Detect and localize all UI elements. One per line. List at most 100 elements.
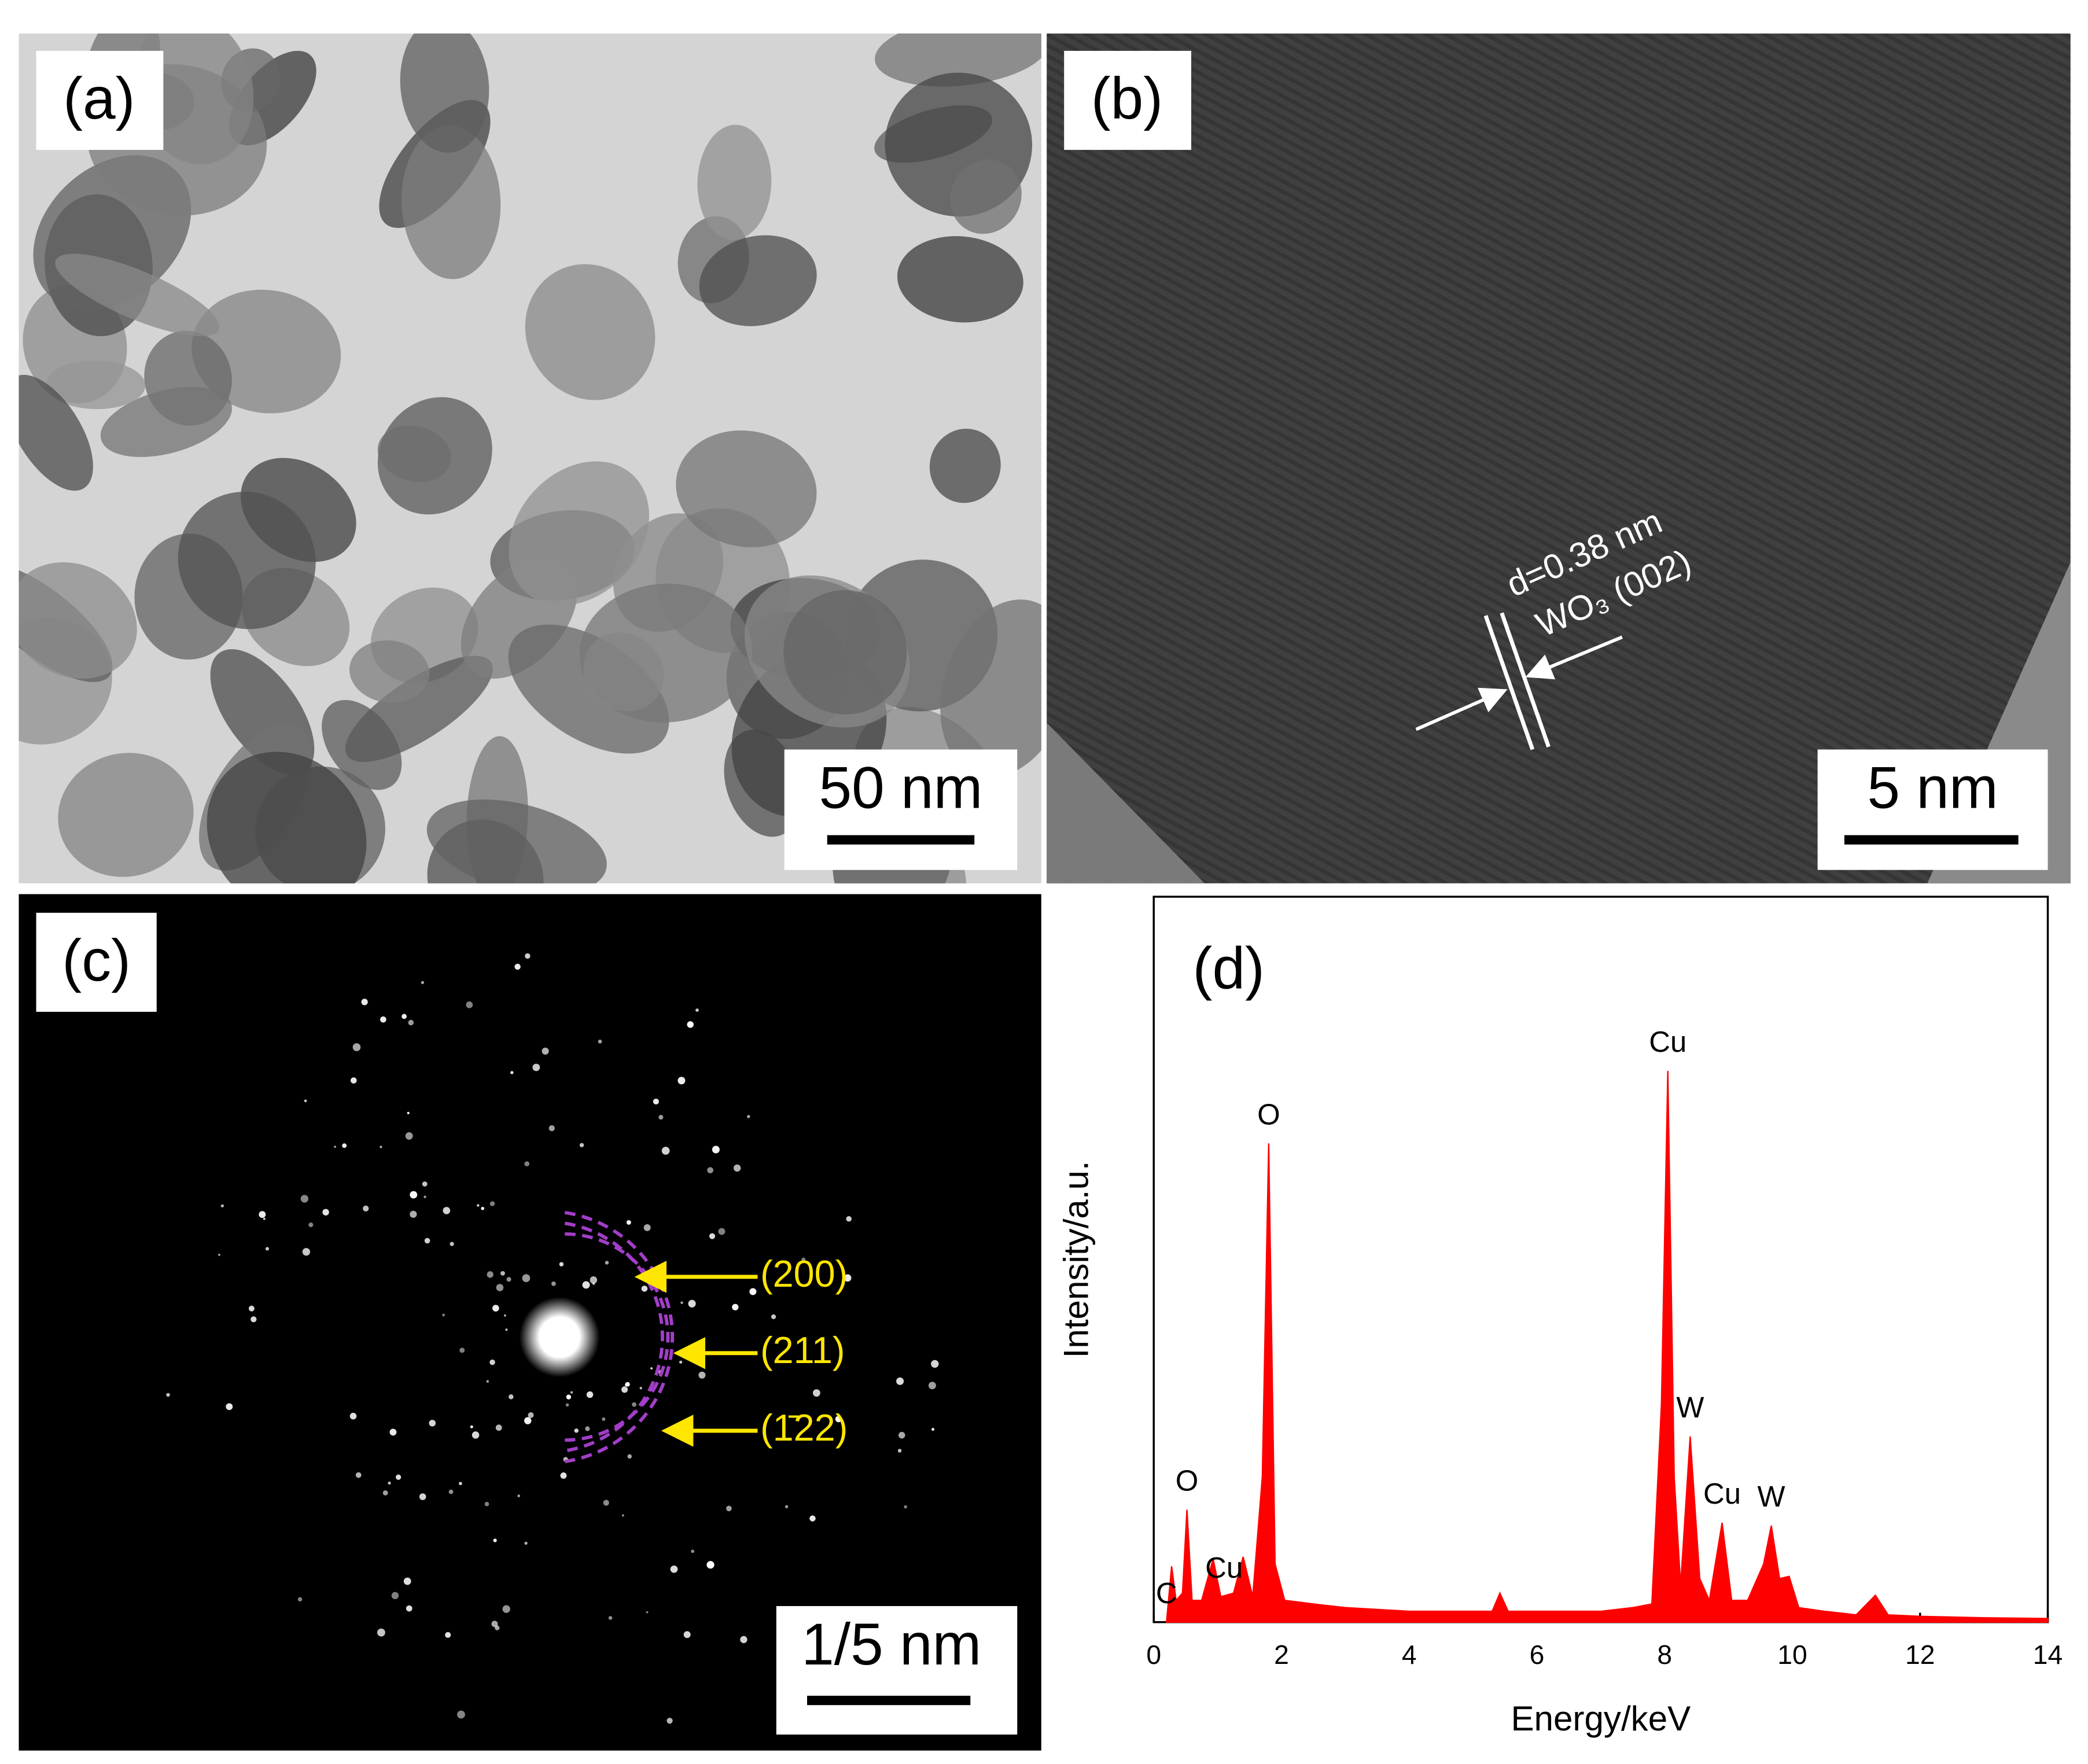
diffraction-spot bbox=[670, 1565, 678, 1573]
ring-arcs bbox=[564, 1211, 674, 1464]
diffraction-spot bbox=[380, 1146, 382, 1148]
diffraction-spot bbox=[506, 1277, 511, 1282]
diffraction-spot bbox=[524, 1161, 530, 1166]
diffraction-spot bbox=[251, 1316, 257, 1323]
diffraction-spot bbox=[621, 1386, 628, 1393]
diffraction-spot bbox=[492, 1305, 499, 1312]
peak-label: Cu bbox=[1703, 1477, 1741, 1510]
diffraction-spot bbox=[486, 1380, 489, 1383]
diffraction-spot bbox=[220, 1204, 224, 1207]
diffraction-spot bbox=[641, 1286, 648, 1292]
diffraction-spot bbox=[450, 1242, 454, 1246]
particle bbox=[19, 374, 93, 491]
diffraction-spot bbox=[514, 963, 521, 970]
panel-label: (c) bbox=[62, 927, 131, 993]
diffraction-spot bbox=[502, 1605, 510, 1613]
diffraction-spot bbox=[226, 1403, 233, 1411]
diffraction-spot bbox=[388, 1481, 391, 1485]
diffraction-spot bbox=[363, 1205, 369, 1211]
particle bbox=[583, 632, 664, 712]
diffraction-spot bbox=[579, 1143, 584, 1148]
diffraction-spot bbox=[487, 1271, 494, 1278]
x-tick-label: 4 bbox=[1402, 1640, 1417, 1670]
diffraction-spot bbox=[382, 1490, 388, 1496]
particle bbox=[676, 430, 817, 548]
diffraction-spot bbox=[297, 1597, 303, 1602]
diffraction-spot bbox=[491, 1621, 498, 1627]
particle bbox=[178, 491, 316, 629]
diffraction-spot bbox=[603, 1500, 609, 1506]
particle bbox=[19, 562, 137, 679]
diffraction-spot bbox=[355, 1472, 362, 1478]
diffraction-spot bbox=[844, 1274, 852, 1282]
diffraction-spot bbox=[424, 1195, 426, 1198]
particle bbox=[400, 33, 489, 153]
diffraction-spot bbox=[646, 1611, 649, 1614]
diffraction-spot bbox=[707, 1167, 713, 1173]
diffraction-spot bbox=[522, 1274, 531, 1283]
diffraction-spot bbox=[801, 1257, 806, 1262]
diffraction-spot bbox=[653, 1098, 659, 1105]
diffraction-spot bbox=[524, 1417, 532, 1424]
diffraction-spot bbox=[481, 1206, 485, 1210]
diffraction-spot bbox=[679, 1360, 683, 1364]
scale-box bbox=[776, 1606, 1018, 1735]
peak-label: Cu bbox=[1205, 1551, 1243, 1584]
diffraction-spot bbox=[410, 1191, 418, 1199]
diffraction-spot bbox=[484, 1501, 489, 1507]
diffraction-spot bbox=[551, 1281, 556, 1286]
diffraction-spot bbox=[349, 1412, 357, 1420]
diffraction-spot bbox=[406, 1605, 413, 1612]
particle bbox=[46, 360, 146, 410]
x-tick-label: 0 bbox=[1146, 1640, 1161, 1670]
diffraction-spot bbox=[350, 1077, 357, 1084]
label-box bbox=[36, 50, 164, 150]
ring-arc bbox=[565, 1232, 670, 1442]
diffraction-spot bbox=[408, 1019, 414, 1026]
particle bbox=[525, 264, 656, 400]
diffraction-spot bbox=[429, 1420, 436, 1427]
particle bbox=[697, 124, 772, 240]
diffraction-spot bbox=[524, 1541, 528, 1545]
arrow bbox=[1525, 635, 1623, 680]
diffraction-spot bbox=[405, 1132, 413, 1140]
diffraction-spot bbox=[896, 1377, 904, 1385]
panel-label: (a) bbox=[63, 65, 135, 131]
peak-label: Cu bbox=[1649, 1025, 1686, 1058]
scale-bar bbox=[1844, 835, 2019, 845]
diffraction-spot bbox=[639, 1387, 642, 1390]
diffraction-spot bbox=[695, 1008, 699, 1012]
diffraction-spot bbox=[560, 1472, 567, 1479]
particle bbox=[509, 461, 650, 606]
diffraction-spot bbox=[466, 1001, 473, 1008]
edge bbox=[1047, 723, 1205, 883]
particle bbox=[134, 33, 254, 165]
diffraction-spot bbox=[625, 1382, 630, 1387]
diffraction-spot bbox=[308, 1222, 314, 1228]
particle bbox=[207, 752, 367, 883]
particle bbox=[950, 159, 1022, 234]
diffraction-spot bbox=[166, 1393, 170, 1397]
particle bbox=[897, 236, 1023, 323]
plot-frame bbox=[1152, 896, 2049, 1623]
particle bbox=[100, 386, 233, 457]
scale-bar bbox=[807, 1696, 971, 1706]
diffraction-spot bbox=[574, 1428, 579, 1433]
diffraction-spot bbox=[627, 1454, 632, 1459]
diffraction-spot bbox=[410, 1210, 417, 1218]
diffraction-spot bbox=[712, 1146, 720, 1154]
diffraction-spot bbox=[846, 1216, 852, 1222]
diffraction-spot bbox=[500, 1270, 505, 1276]
diffraction-spot bbox=[586, 1391, 594, 1398]
diffraction-spot bbox=[898, 1431, 905, 1439]
diffraction-spot bbox=[688, 1299, 696, 1308]
x-tick-label: 14 bbox=[2033, 1640, 2063, 1670]
particle bbox=[402, 125, 501, 279]
diffraction-spot bbox=[505, 1328, 508, 1331]
diffraction-spot bbox=[931, 1360, 939, 1368]
diffraction-spot bbox=[747, 1115, 750, 1118]
peak-label: W bbox=[1758, 1480, 1785, 1513]
particle bbox=[345, 655, 493, 763]
diffraction-spot bbox=[304, 1099, 307, 1103]
